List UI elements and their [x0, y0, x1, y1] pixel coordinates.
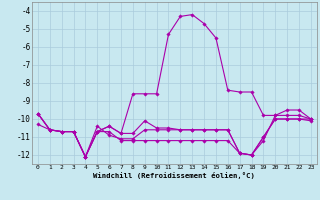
X-axis label: Windchill (Refroidissement éolien,°C): Windchill (Refroidissement éolien,°C): [93, 172, 255, 179]
